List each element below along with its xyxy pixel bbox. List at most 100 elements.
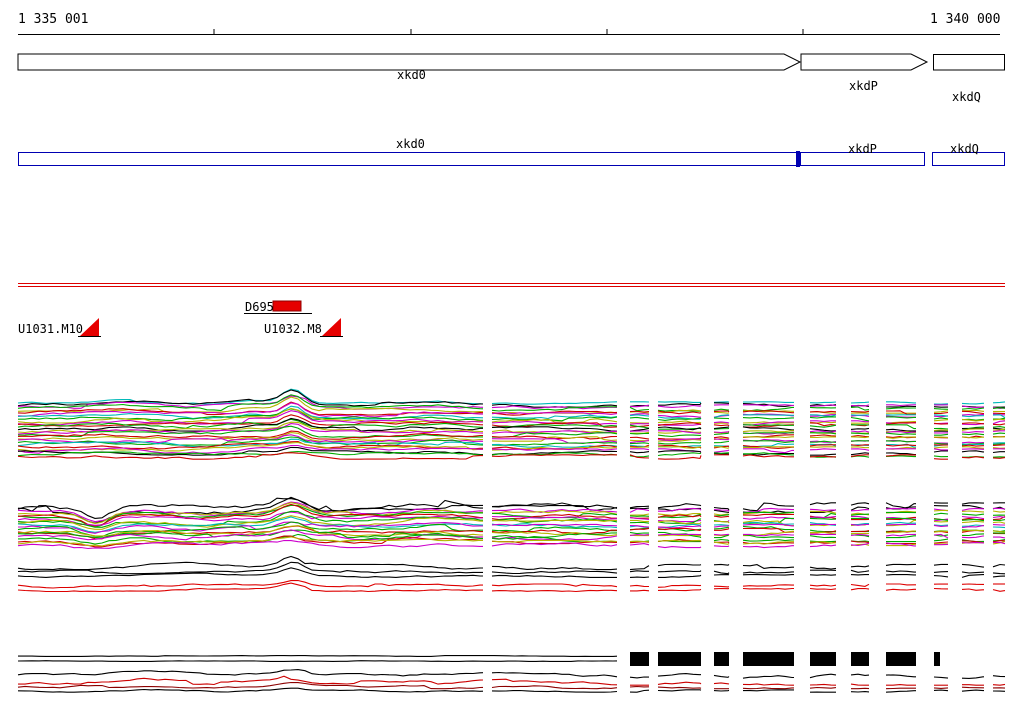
trace-line [885, 687, 916, 690]
trace-line [657, 420, 702, 424]
gene-box-xkdQ[interactable] [933, 54, 1005, 71]
trace-line [629, 543, 650, 546]
trace-line [713, 545, 730, 548]
trace-line [742, 675, 794, 679]
trace-line [713, 424, 730, 427]
trace-line [742, 416, 794, 420]
trace-line [742, 545, 794, 549]
trace-line [933, 411, 949, 415]
trace-line [961, 418, 984, 422]
trace-line [809, 566, 837, 570]
trace-line [713, 682, 730, 685]
trace-line [809, 448, 837, 451]
trace-line [933, 417, 949, 420]
trace-line [885, 444, 916, 447]
trace-line [657, 404, 702, 408]
trace-line [491, 426, 618, 432]
trace-line [992, 519, 1006, 522]
trace-line [809, 522, 837, 526]
trace-line [657, 588, 702, 592]
trace-line [657, 438, 702, 442]
trace-line [961, 541, 984, 544]
trace-line [933, 455, 949, 458]
trace-line [491, 671, 618, 678]
trace-line [885, 533, 916, 537]
trace-line [992, 589, 1006, 592]
gene-label-xkdQ: xkdQ [952, 90, 981, 104]
trace-line [629, 451, 650, 454]
trace-line [992, 418, 1006, 421]
trace-line [933, 524, 949, 527]
trace-line [713, 417, 730, 420]
trace-line [629, 424, 650, 429]
trace-line [933, 427, 949, 430]
trace-line [743, 404, 794, 407]
trace-line [961, 507, 984, 511]
trace-line [810, 453, 837, 456]
trace-line [961, 518, 984, 522]
trace-line [742, 683, 794, 686]
trace-line [961, 428, 984, 431]
gene-arrow-xkdP[interactable] [800, 53, 929, 71]
trace-line [491, 526, 617, 533]
trace-line [742, 446, 794, 449]
trace-line [629, 436, 650, 440]
trace-line [933, 450, 948, 453]
marker-flag-u1032[interactable] [322, 318, 341, 336]
marker-box-d695[interactable] [272, 300, 302, 312]
trace-line [961, 448, 984, 450]
trace-line [933, 410, 949, 413]
trace-line [886, 684, 916, 686]
annotation-box-xkd0[interactable] [18, 152, 797, 166]
trace-line [992, 530, 1006, 533]
trace-line [491, 405, 618, 410]
trace-line [491, 414, 618, 420]
trace-line [713, 452, 730, 455]
trace-line [850, 430, 870, 433]
trace-line [742, 436, 794, 439]
trace-line [714, 528, 730, 531]
trace-line [629, 570, 649, 573]
trace-line [629, 439, 650, 444]
trace-line [961, 535, 984, 539]
trace-line [629, 413, 650, 416]
trace-block [743, 652, 794, 666]
annotation-box-xkdP[interactable] [800, 152, 925, 166]
trace-line [491, 436, 618, 442]
annotation-label-xkdP: xkdP [848, 142, 877, 156]
trace-line [713, 508, 730, 512]
trace-line [961, 502, 984, 505]
marker-flag-u1031[interactable] [80, 318, 99, 336]
gene-arrow-xkd0[interactable] [17, 53, 802, 71]
trace-line [961, 676, 984, 679]
annotation-label-xkd0: xkd0 [396, 137, 425, 151]
trace-line [933, 429, 949, 432]
trace-line [885, 521, 916, 525]
trace-line [992, 516, 1006, 519]
trace-line [713, 414, 730, 419]
trace-line [933, 538, 949, 542]
trace-line [657, 673, 702, 677]
trace-line [886, 410, 916, 415]
trace-line [992, 683, 1006, 686]
trace-line [962, 409, 984, 412]
trace-line [713, 427, 730, 430]
trace-line [630, 589, 650, 592]
annotation-box-xkdQ[interactable] [932, 152, 1005, 166]
trace-line [742, 410, 794, 414]
trace-line [850, 569, 870, 573]
trace-line [657, 525, 702, 529]
trace-line [742, 564, 794, 569]
trace-line [850, 533, 870, 537]
trace-line [491, 410, 618, 416]
trace-line [992, 510, 1006, 513]
trace-line [491, 689, 618, 693]
trace-line [713, 402, 730, 404]
trace-line [933, 533, 949, 539]
trace-line [933, 406, 949, 408]
trace-line [742, 454, 794, 458]
trace-line [993, 507, 1006, 510]
trace-line [885, 407, 916, 410]
trace-line [17, 407, 484, 424]
trace-line [992, 521, 1006, 524]
